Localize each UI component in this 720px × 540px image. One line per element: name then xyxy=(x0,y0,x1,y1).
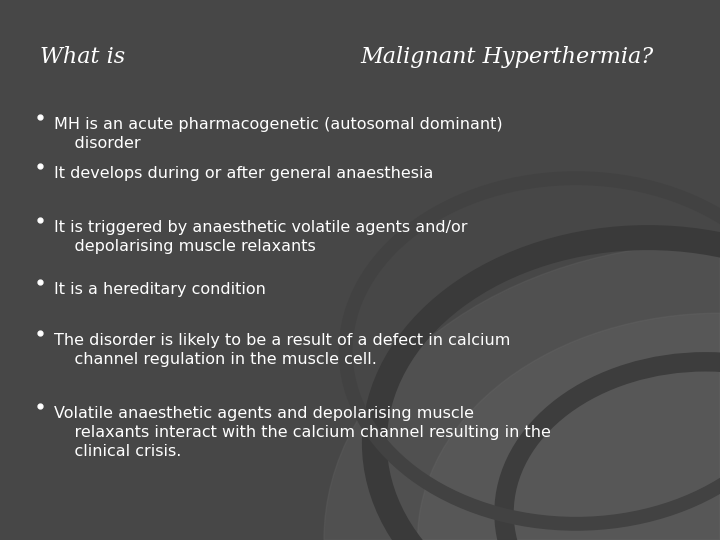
Text: The disorder is likely to be a result of a defect in calcium
    channel regulat: The disorder is likely to be a result of… xyxy=(54,333,510,367)
Text: Volatile anaesthetic agents and depolarising muscle
    relaxants interact with : Volatile anaesthetic agents and depolari… xyxy=(54,406,551,460)
Text: It is triggered by anaesthetic volatile agents and/or
    depolarising muscle re: It is triggered by anaesthetic volatile … xyxy=(54,220,467,254)
Text: It develops during or after general anaesthesia: It develops during or after general anae… xyxy=(54,166,433,181)
Text: What is: What is xyxy=(40,46,125,68)
Text: It is a hereditary condition: It is a hereditary condition xyxy=(54,282,266,297)
Text: Malignant Hyperthermia?: Malignant Hyperthermia? xyxy=(360,46,653,68)
Wedge shape xyxy=(418,313,720,540)
Wedge shape xyxy=(324,243,720,540)
Text: MH is an acute pharmacogenetic (autosomal dominant)
    disorder: MH is an acute pharmacogenetic (autosoma… xyxy=(54,117,503,151)
